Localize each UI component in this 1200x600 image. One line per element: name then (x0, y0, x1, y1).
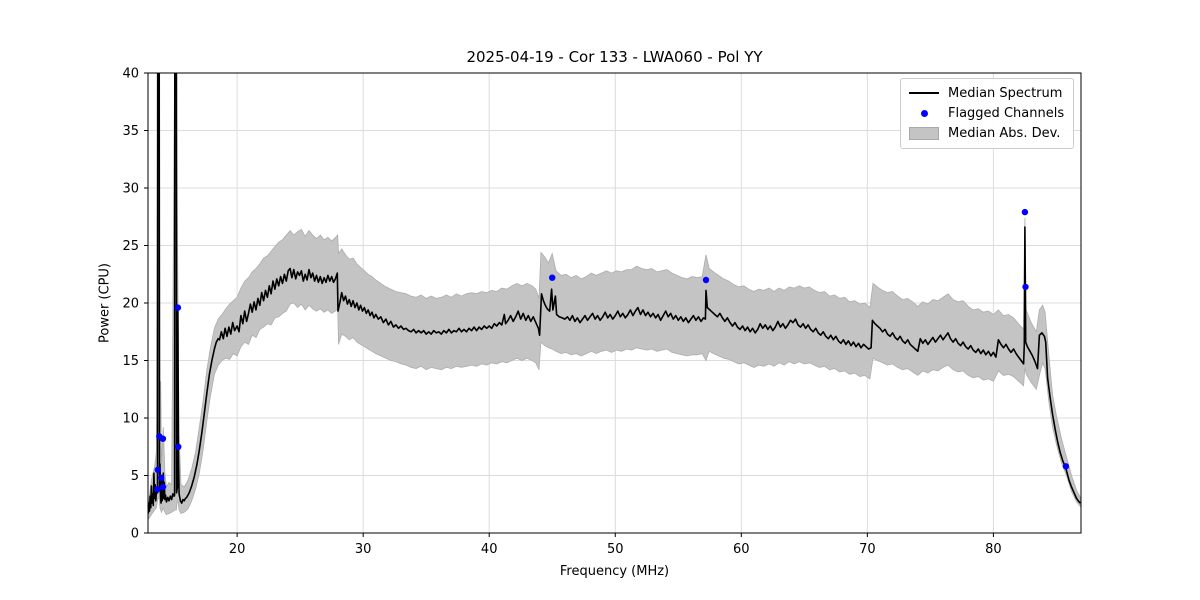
y-tick-label: 30 (122, 182, 139, 197)
flagged-point (159, 483, 167, 491)
axis-ticks: 20 30 40 50 60 70 80 0 5 10 15 20 25 30 35 40 (122, 67, 1001, 558)
y-tick-label: 40 (122, 67, 139, 82)
flagged-point (154, 466, 161, 473)
median-spectrum-line (148, 73, 1081, 514)
flagged-point (1022, 283, 1029, 291)
y-tick-label: 10 (122, 412, 139, 427)
flagged-point (159, 435, 167, 442)
median-line-sample-icon (909, 92, 939, 95)
x-tick-label: 40 (481, 542, 498, 557)
legend: Median Spectrum Flagged Channels Median … (900, 78, 1074, 149)
x-tick-label: 80 (985, 542, 1002, 557)
y-tick-label: 25 (122, 239, 139, 254)
legend-item-median-abs-dev: Median Abs. Dev. (909, 126, 1065, 141)
x-tick-label: 50 (607, 542, 624, 557)
flagged-point (702, 276, 710, 284)
mad-patch-sample-icon (909, 127, 939, 141)
flagged-point (174, 304, 182, 311)
y-axis-label: Power (CPU) (97, 262, 113, 344)
x-axis-label: Frequency (MHz) (559, 564, 670, 579)
y-tick-label: 0 (131, 527, 139, 542)
flagged-point (175, 443, 182, 450)
flagged-point (1021, 208, 1029, 216)
x-tick-label: 70 (859, 542, 876, 557)
legend-item-flagged-channels: Flagged Channels (909, 106, 1065, 121)
chart-title: 2025-04-19 - Cor 133 - LWA060 - Pol YY (466, 48, 763, 66)
flagged-dot-sample-icon (909, 109, 939, 117)
x-tick-label: 20 (229, 542, 246, 557)
y-tick-label: 20 (122, 297, 139, 312)
plot-area (148, 73, 1081, 521)
y-tick-label: 15 (122, 354, 139, 369)
legend-item-median-spectrum: Median Spectrum (909, 86, 1065, 101)
y-tick-label: 5 (131, 469, 139, 484)
legend-label: Median Spectrum (948, 85, 1063, 101)
legend-label: Median Abs. Dev. (948, 126, 1061, 142)
flagged-point (549, 274, 556, 281)
flagged-point (1062, 463, 1070, 470)
x-tick-label: 30 (355, 542, 372, 557)
y-tick-label: 35 (122, 124, 139, 139)
flagged-point (154, 486, 161, 493)
legend-label: Flagged Channels (948, 105, 1065, 121)
x-tick-label: 60 (733, 542, 750, 557)
mad-band (148, 73, 1081, 521)
flagged-point (158, 474, 165, 481)
flagged-channels (154, 208, 1070, 493)
